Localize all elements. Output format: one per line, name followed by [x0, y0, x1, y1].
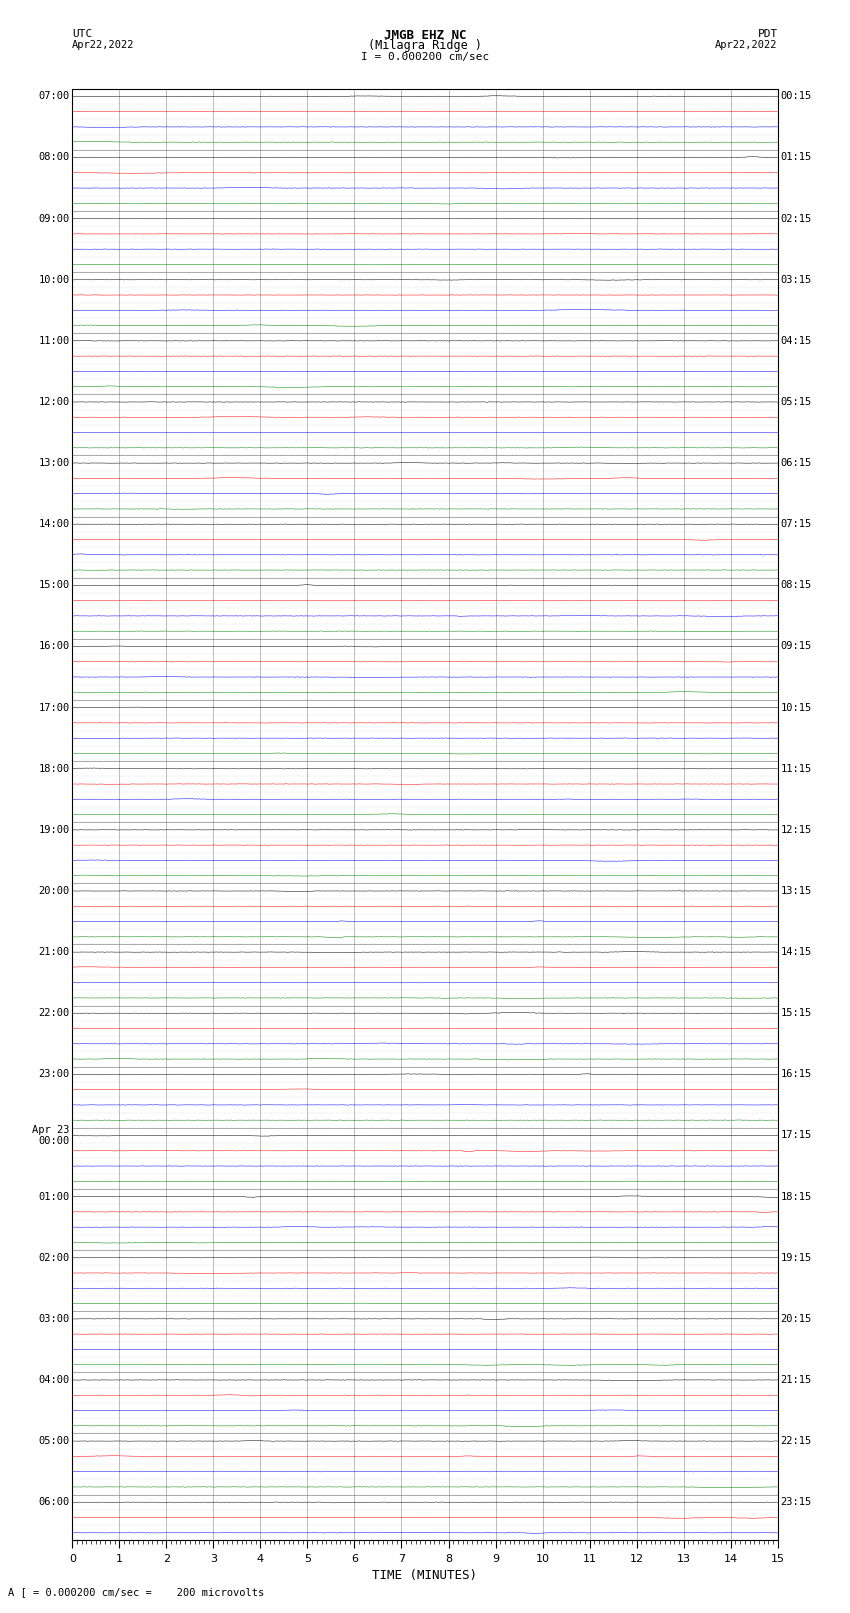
Text: Apr22,2022: Apr22,2022: [715, 40, 778, 50]
Text: (Milagra Ridge ): (Milagra Ridge ): [368, 39, 482, 52]
Text: Apr22,2022: Apr22,2022: [72, 40, 135, 50]
Text: PDT: PDT: [757, 29, 778, 39]
Text: A [ = 0.000200 cm/sec =    200 microvolts: A [ = 0.000200 cm/sec = 200 microvolts: [8, 1587, 264, 1597]
Text: I = 0.000200 cm/sec: I = 0.000200 cm/sec: [361, 52, 489, 61]
Text: JMGB EHZ NC: JMGB EHZ NC: [383, 29, 467, 42]
Text: UTC: UTC: [72, 29, 93, 39]
X-axis label: TIME (MINUTES): TIME (MINUTES): [372, 1569, 478, 1582]
